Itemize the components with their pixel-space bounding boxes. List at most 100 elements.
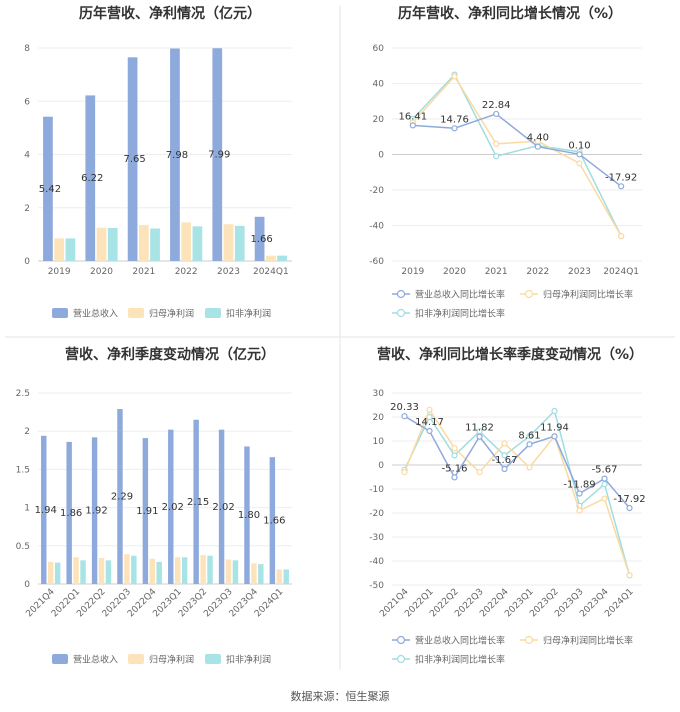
point-1-2022Q3 [476, 433, 483, 440]
point-3-2022Q4 [501, 452, 508, 459]
legend-label: 营业总收入同比增长率 [415, 635, 505, 647]
point-1-2024Q1 [618, 183, 625, 190]
legend-item-2[interactable]: 归母净利润同比增长率 [520, 635, 633, 647]
point-3-2023Q1 [526, 433, 533, 440]
data-label: 11.82 [465, 423, 494, 434]
bar-2-2020 [96, 227, 107, 261]
series-line-3 [403, 409, 631, 576]
bar-2-2021Q4 [47, 561, 54, 584]
legend-item-1[interactable]: 营业总收入同比增长率 [392, 289, 505, 301]
point-2-2023Q4 [601, 495, 608, 502]
bar-1-2023Q4 [244, 446, 250, 584]
bar-3-2021Q4 [54, 562, 61, 584]
bar-2-2022Q1 [73, 557, 79, 584]
bar-3-2022 [192, 226, 203, 261]
legend-label: 扣非净利润 [226, 308, 271, 320]
data-label: 1.92 [85, 506, 107, 517]
bar-1-2019 [43, 116, 53, 261]
point-1-2023Q3 [576, 490, 583, 497]
legend-swatch [128, 654, 144, 664]
series-line-1 [412, 113, 622, 187]
point-2-2024Q1 [618, 233, 625, 240]
x-tick-label: 2019 [48, 267, 71, 277]
bar-2-2024Q1 [265, 255, 276, 261]
legend-swatch [52, 654, 68, 664]
legend-item-3[interactable]: 扣非净利润 [205, 654, 271, 666]
bar-3-2023Q2 [207, 555, 213, 584]
y-tick-label: -60 [369, 257, 384, 267]
legend-item-2[interactable]: 归母净利润 [128, 654, 194, 666]
data-label: 22.84 [482, 100, 511, 111]
data-label: 20.33 [390, 402, 419, 413]
bar-3-2022Q3 [131, 555, 137, 584]
data-label: 2.02 [212, 502, 234, 513]
bar-1-2022Q2 [91, 437, 98, 584]
point-1-2022 [534, 143, 541, 150]
data-label: -5.67 [592, 465, 618, 476]
bar-1-2023Q3 [218, 429, 225, 584]
point-1-2023Q2 [551, 433, 558, 440]
bar-1-2021Q4 [41, 435, 47, 584]
data-label: 7.99 [208, 150, 230, 161]
x-tick-label: 2021 [485, 267, 508, 277]
point-2-2023Q1 [526, 464, 533, 471]
bar-2-2024Q1 [276, 569, 283, 584]
data-label: 16.41 [399, 111, 428, 122]
data-label: 4.40 [527, 133, 549, 144]
legend-item-3[interactable]: 扣非净利润同比增长率 [392, 654, 505, 666]
chart-panel-3: 营收、净利季度变动情况（亿元）00.511.522.52021Q42022Q12… [16, 346, 292, 666]
data-label: 7.65 [123, 154, 145, 165]
point-2-2023Q3 [576, 507, 583, 514]
legend-swatch [128, 308, 144, 318]
y-tick-label: 6 [24, 97, 30, 107]
chart-title: 营收、净利同比增长率季度变动情况（%） [377, 346, 643, 363]
legend-label: 扣非净利润同比增长率 [415, 308, 505, 320]
legend-item-1[interactable]: 营业总收入 [52, 654, 118, 666]
data-label: 1.86 [60, 508, 82, 519]
legend-item-3[interactable]: 扣非净利润同比增长率 [392, 308, 505, 320]
bar-3-2024Q1 [277, 255, 287, 261]
bar-2-2023Q3 [225, 559, 232, 584]
y-tick-label: 0 [24, 580, 30, 590]
y-tick-label: 8 [24, 44, 30, 54]
point-2-2022Q4 [501, 440, 508, 447]
x-tick-label: 2021 [132, 267, 155, 277]
y-tick-label: -30 [369, 533, 384, 543]
chart-title: 历年营收、净利情况（亿元） [79, 5, 261, 22]
bar-3-2022Q1 [80, 560, 86, 584]
data-label: 1.66 [250, 234, 272, 245]
point-2-2021Q4 [401, 469, 408, 476]
bar-3-2023Q3 [232, 560, 239, 584]
data-label: 1.91 [136, 506, 158, 517]
legend-item-1[interactable]: 营业总收入同比增长率 [392, 635, 505, 647]
legend-item-2[interactable]: 归母净利润同比增长率 [520, 289, 633, 301]
legend-label: 扣非净利润 [226, 654, 271, 666]
bar-2-2022 [181, 222, 192, 261]
y-tick-label: 20 [373, 413, 385, 423]
point-2-2021 [493, 140, 500, 147]
bar-1-2023Q1 [168, 429, 174, 584]
point-2-2022Q1 [426, 406, 433, 413]
legend-item-2[interactable]: 归母净利润 [128, 308, 194, 320]
bar-1-2023 [212, 48, 223, 261]
x-tick-label: 2019 [401, 267, 424, 277]
data-label: 11.94 [540, 422, 569, 433]
data-label: 5.42 [39, 184, 61, 195]
x-tick-label: 2022 [175, 267, 198, 277]
bar-1-2022Q3 [117, 409, 123, 584]
data-label: 2.02 [162, 502, 184, 513]
legend-item-3[interactable]: 扣非净利润 [205, 308, 271, 320]
point-2-2022Q2 [451, 445, 458, 452]
legend-marker [396, 635, 406, 645]
x-tick-label: 2020 [443, 267, 466, 277]
legend-item-1[interactable]: 营业总收入 [52, 308, 118, 320]
legend-marker [524, 289, 534, 299]
point-3-2021 [493, 153, 500, 160]
legend-label: 归母净利润同比增长率 [543, 289, 633, 301]
legend-label: 归母净利润 [149, 654, 194, 666]
data-label: 7.98 [166, 150, 188, 161]
series-line-2 [403, 408, 631, 576]
legend-swatch [52, 308, 68, 318]
bar-3-2020 [107, 227, 118, 261]
